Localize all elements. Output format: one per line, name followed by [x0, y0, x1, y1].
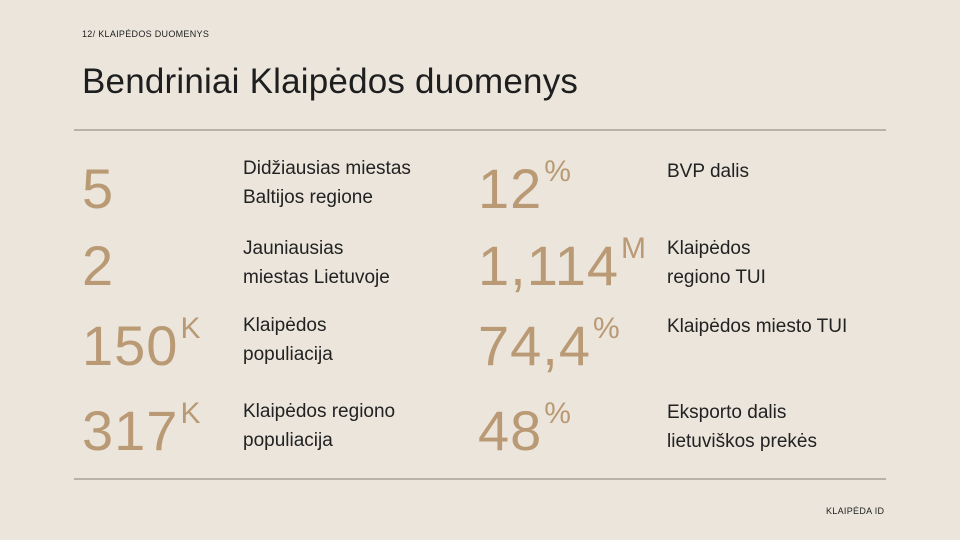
stat-label: Klaipėdos miesto TUI — [667, 316, 848, 337]
stat-label: Klaipėdos regiono populiacija — [243, 401, 396, 451]
stat-label: Eksporto dalis lietuviškos prekės — [667, 402, 817, 452]
footer-brand: KLAIPĖDA ID — [826, 506, 885, 516]
page-title: Bendriniai Klaipėdos duomenys — [82, 62, 579, 101]
stat-value: 5 — [82, 157, 115, 220]
page-kicker: 12/ KLAIPĖDOS DUOMENYS — [82, 29, 210, 39]
stat-value: 2 — [82, 234, 115, 297]
stat-value: 1,114M — [478, 232, 646, 297]
stat-value: 317K — [82, 397, 201, 462]
stat-value: 74,4% — [478, 312, 620, 377]
stat-label: Jauniausias miestas Lietuvoje — [243, 238, 390, 288]
stat-label: BVP dalis — [667, 161, 750, 182]
stat-label: Klaipėdos regiono TUI — [667, 238, 766, 288]
stat-label: Didžiausias miestas Baltijos regione — [243, 158, 411, 208]
divider-bottom — [74, 478, 886, 480]
stat-label: Klaipėdos populiacija — [243, 315, 333, 365]
stat-value: 150K — [82, 312, 201, 377]
stat-value: 12% — [478, 155, 571, 220]
stat-value: 48% — [478, 397, 571, 462]
divider-top — [74, 129, 886, 131]
